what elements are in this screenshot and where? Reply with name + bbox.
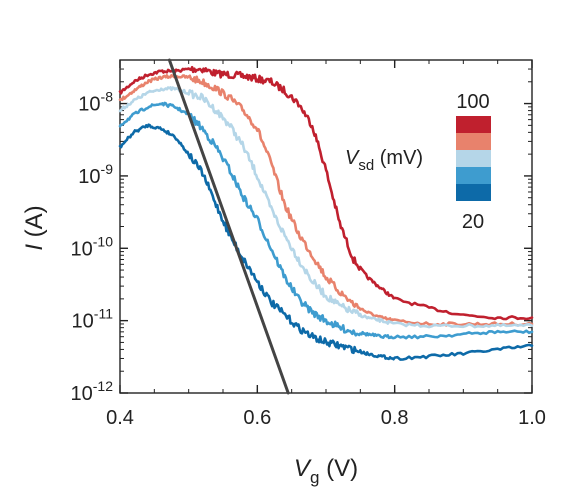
legend-swatch-1 (456, 116, 491, 133)
legend-title: Vsd (mV) (345, 147, 423, 174)
axis-major-ticks (119, 60, 533, 394)
legend-bottom-label: 20 (462, 211, 484, 233)
x-axis-title: Vg (V) (294, 455, 358, 487)
y-tick-label: 10-11 (72, 306, 114, 333)
y-tick-label: 10-12 (71, 378, 114, 405)
x-tick-label: 0.4 (106, 407, 134, 429)
legend: 100 20 Vsd (mV) (345, 91, 491, 233)
y-axis-title: I (A) (21, 205, 48, 250)
legend-top-label: 100 (456, 91, 489, 113)
x-tick-label: 1.0 (518, 407, 546, 429)
legend-colorbar (456, 116, 491, 201)
x-tick-label: 0.6 (243, 407, 271, 429)
legend-swatch-3 (456, 150, 491, 167)
y-tick-label: 10-9 (78, 161, 113, 188)
fit-line (167, 58, 290, 395)
series-line-4 (118, 101, 534, 340)
series-line-3 (118, 86, 534, 329)
legend-swatch-5 (456, 184, 491, 201)
series-layer (118, 58, 534, 395)
series-line-5 (118, 123, 534, 361)
legend-swatch-2 (456, 133, 491, 150)
y-tick-label: 10-10 (71, 233, 114, 260)
y-tick-label: 10-8 (78, 89, 113, 116)
legend-swatch-4 (456, 167, 491, 184)
x-tick-label: 0.8 (381, 407, 409, 429)
tick-labels: 0.4 0.6 0.8 1.0 10-12 10-11 10-10 10-9 10-8 (71, 89, 546, 429)
